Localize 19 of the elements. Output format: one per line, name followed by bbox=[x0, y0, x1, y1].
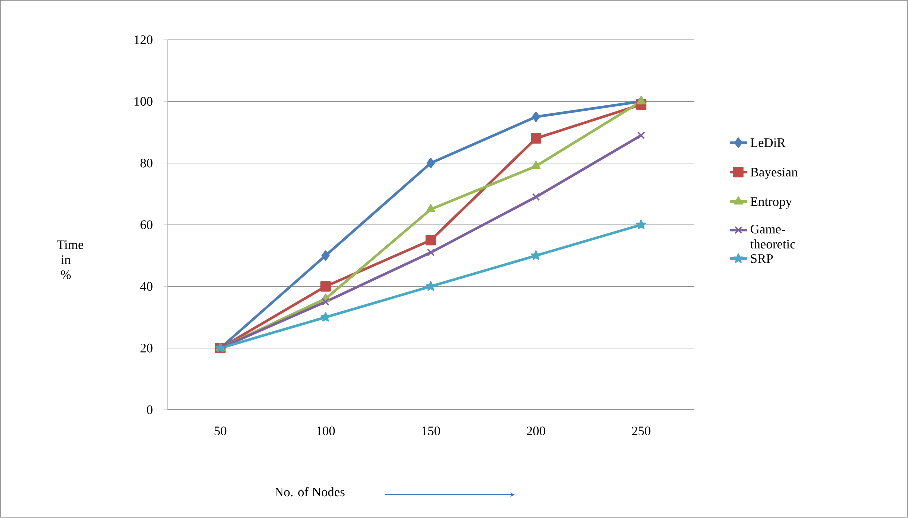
legend-label: Bayesian bbox=[750, 168, 798, 180]
x-tick-label: 50 bbox=[214, 426, 227, 436]
legend-label: LeDiR bbox=[750, 138, 786, 148]
y-tick-label: 40 bbox=[140, 282, 153, 292]
y-tick-label: 60 bbox=[140, 220, 153, 230]
y-tick-label: 80 bbox=[140, 158, 153, 168]
legend-label: Game-theoretic bbox=[750, 225, 796, 249]
y-tick-label: 20 bbox=[140, 344, 153, 353]
x-tick-label: 100 bbox=[317, 426, 336, 436]
y-axis-title: Time in % bbox=[57, 240, 84, 280]
y-tick-label: 0 bbox=[147, 406, 153, 414]
x-tick-label: 250 bbox=[632, 426, 651, 436]
y-tick-label: 100 bbox=[134, 97, 153, 106]
legend-label: Entropy bbox=[750, 198, 792, 209]
legend-label: SRP bbox=[751, 254, 774, 264]
x-tick-label: 200 bbox=[527, 426, 546, 436]
x-tick-label: 150 bbox=[422, 426, 440, 436]
x-axis-title: No. of Nodes bbox=[274, 487, 345, 497]
y-tick-label: 120 bbox=[134, 36, 153, 44]
